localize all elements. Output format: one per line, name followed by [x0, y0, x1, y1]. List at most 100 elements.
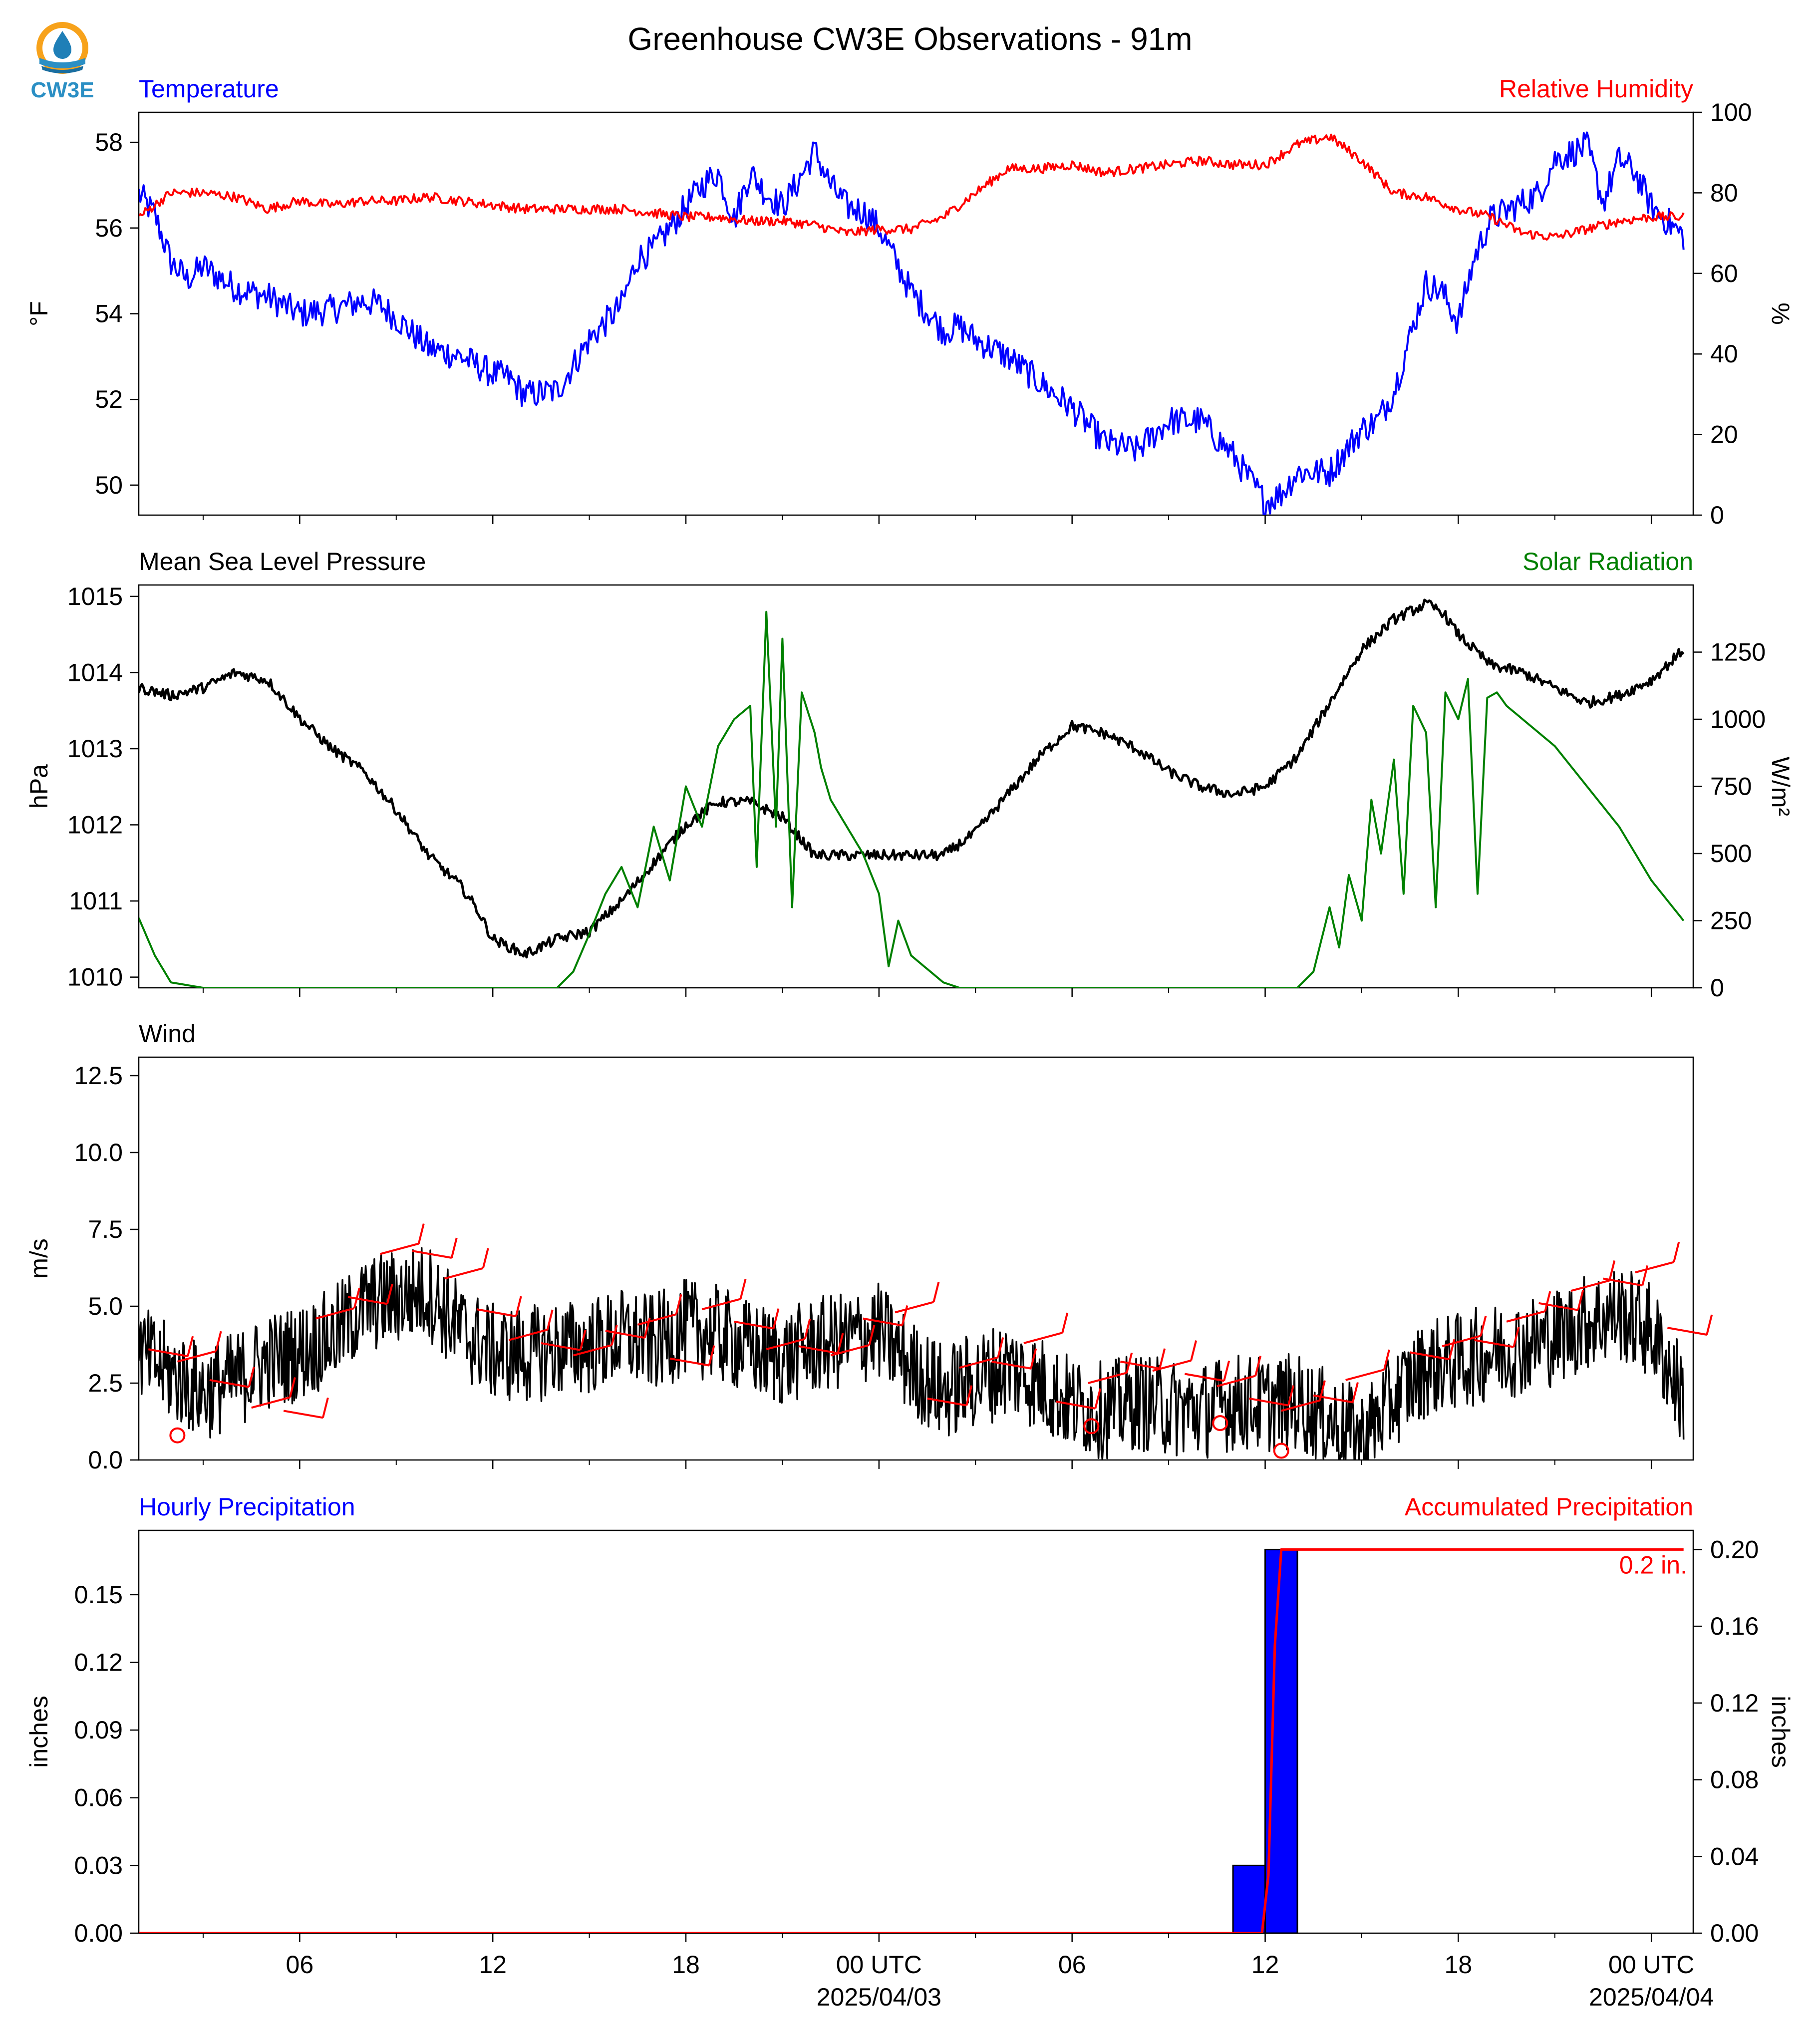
wind-barb	[251, 1396, 291, 1409]
wind-barb	[1216, 1375, 1256, 1388]
wind-barb-flag	[997, 1337, 1004, 1358]
wind-barb	[1023, 1332, 1063, 1344]
y-tick-label-left: 7.5	[88, 1215, 123, 1243]
right-panel-title: Accumulated Precipitation	[1405, 1493, 1693, 1521]
wind-barb	[991, 1360, 1031, 1370]
y-tick-label-left: 0.06	[74, 1784, 123, 1812]
wind-speed-line	[139, 1247, 1685, 1460]
wind-barb	[1667, 1327, 1707, 1336]
y-tick-label-left: 50	[95, 471, 123, 499]
wind-barb-flag	[1287, 1385, 1295, 1406]
right-panel-title: Relative Humidity	[1499, 75, 1693, 103]
wind-barb-flag	[1480, 1315, 1487, 1336]
y-tick-label-right: 0.16	[1710, 1612, 1759, 1640]
y-tick-label-left: 0.00	[74, 1919, 123, 1947]
wind-barb-flag	[187, 1336, 194, 1357]
wind-barb-flag	[1706, 1314, 1713, 1335]
y-tick-label-left: 0.12	[74, 1648, 123, 1676]
wind-barb	[1313, 1394, 1353, 1404]
y-axis-label-left: inches	[25, 1696, 53, 1768]
wind-barb-flag	[482, 1248, 489, 1269]
wind-barb-flag	[417, 1223, 425, 1244]
left-panel-title: Temperature	[139, 75, 279, 103]
y-tick-label-right: 500	[1710, 840, 1752, 868]
wind-barb-flag	[1094, 1388, 1102, 1409]
wind-barb-flag	[965, 1385, 973, 1406]
wind-barb	[148, 1348, 188, 1358]
wind-barb	[347, 1296, 388, 1305]
wind-barb	[669, 1357, 709, 1367]
y-tick-label-right: 0	[1710, 501, 1724, 529]
wind-barb-flag	[675, 1294, 682, 1315]
wind-barb	[1570, 1279, 1610, 1292]
y-tick-label-left: 0.03	[74, 1851, 123, 1879]
wind-barb	[1442, 1335, 1481, 1348]
y-tick-label-right: 40	[1710, 340, 1738, 368]
y-tick-label-left: 1014	[67, 658, 123, 686]
x-tick-label: 12	[1251, 1951, 1279, 1979]
y-tick-label-left: 54	[95, 300, 123, 328]
wind-barb-flag	[1030, 1348, 1037, 1369]
wind-barb	[766, 1338, 805, 1351]
y-axis-label-left: °F	[25, 301, 53, 326]
y-tick-label-left: 1015	[67, 582, 123, 610]
plot-frame	[138, 1529, 1694, 1934]
wind-barb-flag	[739, 1278, 747, 1299]
y-tick-label-left: 1012	[67, 811, 123, 839]
y-tick-label-right: 1250	[1710, 638, 1766, 666]
wind-barb-flag	[1608, 1260, 1616, 1281]
humidity-line	[139, 133, 1685, 241]
y-tick-label-left: 56	[95, 214, 123, 242]
plot-frame	[138, 1056, 1694, 1461]
wind-barb-flag	[610, 1325, 618, 1346]
cw3e-logo-mark	[36, 22, 88, 74]
wind-barb	[1184, 1373, 1224, 1382]
left-panel-title: Wind	[139, 1020, 196, 1048]
wind-barb	[476, 1308, 517, 1318]
calm-wind-circle	[1273, 1443, 1289, 1459]
y-tick-label-right: 0.00	[1710, 1919, 1759, 1947]
wind-barb	[1088, 1372, 1127, 1384]
y-tick-label-right: 0.12	[1710, 1689, 1759, 1717]
wind-barb-flag	[1352, 1382, 1359, 1403]
x-tick-label: 18	[672, 1951, 700, 1979]
wind-barb-flag	[1577, 1290, 1584, 1311]
wind-barb	[1506, 1310, 1545, 1323]
y-tick-label-right: 250	[1710, 907, 1752, 935]
right-panel-title: Solar Radiation	[1522, 548, 1693, 576]
wind-barb	[412, 1250, 452, 1259]
wind-barb-flag	[321, 1397, 329, 1418]
wind-barb-flag	[708, 1345, 715, 1366]
panel-precipitation: Hourly Precipitation Accumulated Precipit…	[25, 1493, 1795, 2011]
y-tick-label-right: 0	[1710, 974, 1724, 1002]
wind-barb	[444, 1267, 484, 1280]
wind-barb	[1410, 1351, 1450, 1361]
wind-barb	[927, 1397, 967, 1407]
wind-barb-flag	[1383, 1349, 1390, 1370]
solar-line	[139, 610, 1685, 988]
wind-barb	[283, 1410, 323, 1419]
cw3e-logo: CW3E	[27, 19, 97, 104]
wind-barb-flag	[1190, 1340, 1198, 1361]
plot-frame	[138, 111, 1694, 516]
y-tick-label-left: 2.5	[88, 1369, 123, 1397]
wind-barb-flag	[1159, 1348, 1166, 1369]
wind-barb	[701, 1298, 741, 1311]
y-tick-label-left: 1013	[67, 735, 123, 763]
wind-barb	[1120, 1360, 1160, 1370]
y-tick-label-left: 52	[95, 385, 123, 413]
temperature-line	[139, 131, 1685, 515]
wind-barb	[508, 1329, 548, 1341]
left-panel-title: Mean Sea Level Pressure	[139, 548, 426, 576]
x-tick-label: 18	[1445, 1951, 1473, 1979]
y-tick-label-right: 1000	[1710, 705, 1766, 733]
wind-barb	[573, 1344, 612, 1357]
y-tick-label-left: 1010	[67, 963, 123, 991]
wind-barb-flag	[932, 1282, 940, 1303]
wind-barb-flag	[1673, 1242, 1680, 1263]
wind-barb-flag	[450, 1237, 458, 1258]
wind-barb	[1635, 1261, 1674, 1274]
panel-temperature-humidity: Temperature Relative Humidity 50 52 54 56 58 0 2…	[25, 75, 1795, 529]
accumulated-precip-label: 0.2 in.	[1619, 1551, 1687, 1579]
left-panel-title: Hourly Precipitation	[139, 1493, 355, 1521]
